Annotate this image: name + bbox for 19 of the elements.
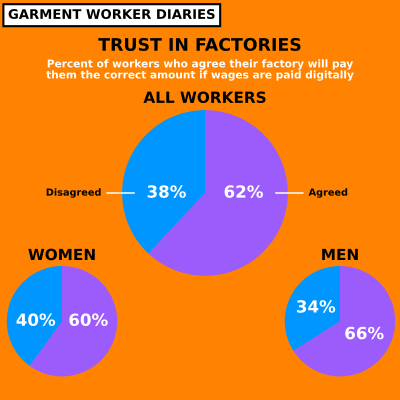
data-label: 60% <box>69 313 108 326</box>
chart-title: ALL WORKERS <box>143 91 266 104</box>
slice-label: Disagreed <box>46 188 101 198</box>
chart-title: WOMEN <box>28 248 95 260</box>
data-label: 40% <box>16 313 56 326</box>
slice-label: Agreed <box>308 188 348 198</box>
text: TRUST IN FACTORIES <box>98 38 301 52</box>
data-label: 38% <box>148 185 186 198</box>
data-label: 66% <box>345 326 384 340</box>
pie-slice <box>6 266 62 366</box>
pie-slice <box>284 266 340 351</box>
pie-slice <box>122 110 205 254</box>
text: GARMENT WORKER DIARIES <box>8 9 215 20</box>
text: Percent of workers who agree their factory will pay them the correct amount if wages are paid digitally <box>46 59 354 81</box>
pie-slice <box>293 266 396 376</box>
chart-title: MEN <box>322 248 358 260</box>
data-label: 34% <box>296 300 336 313</box>
pie-slice <box>148 110 288 276</box>
data-label: 62% <box>224 185 263 198</box>
